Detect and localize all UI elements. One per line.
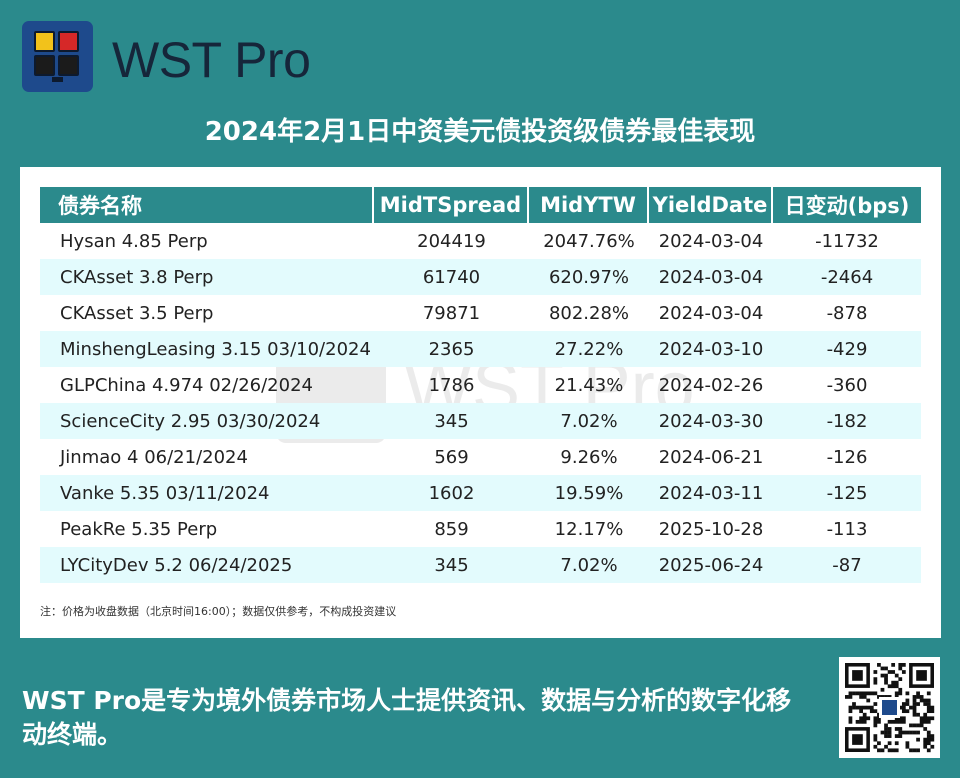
- bond-name-cell: LYCityDev 5.2 06/24/2025: [40, 547, 374, 583]
- bond-name-cell: ScienceCity 2.95 03/30/2024: [40, 403, 374, 439]
- midtspread-cell: 61740: [374, 259, 529, 295]
- table-row: MinshengLeasing 3.15 03/10/2024 2365 27.22…: [40, 331, 921, 367]
- column-header-yielddate: YieldDate: [649, 187, 773, 223]
- midytw-cell: 12.17%: [554, 518, 624, 540]
- bond-name-cell: Hysan 4.85 Perp: [60, 230, 208, 252]
- midytw-cell: 21.43%: [554, 374, 624, 396]
- column-header-daily-change: 日变动(bps): [773, 187, 921, 223]
- midtspread-cell: 79871: [422, 302, 481, 324]
- table-row: LYCityDev 5.2 06/24/2025 345 7.02% 2025-06-…: [40, 547, 921, 583]
- bond-name-cell: PeakRe 5.35 Perp: [60, 518, 218, 540]
- daily-change-cell: -182: [773, 403, 921, 439]
- bond-name-cell: GLPChina 4.974 02/26/2024: [60, 374, 313, 396]
- midtspread-cell: 1602: [374, 475, 529, 511]
- midtspread-cell: 859: [434, 518, 469, 540]
- page-title: 2024年2月1日中资美元债投资级债券最佳表现: [204, 117, 756, 147]
- midtspread-cell: 1786: [428, 374, 475, 396]
- yielddate-cell: 2024-03-04: [658, 302, 764, 324]
- yielddate-cell: 2024-03-04: [649, 259, 773, 295]
- midytw-cell: 2047.76%: [543, 230, 635, 252]
- midytw-cell: 27.22%: [529, 331, 649, 367]
- column-header-bond-name: 债券名称: [40, 187, 374, 223]
- midytw-cell: 7.02%: [529, 547, 649, 583]
- table-header-row: 债券名称 MidTSpread MidYTW YieldDate 日变动(bps…: [40, 187, 921, 223]
- yielddate-cell: 2024-03-11: [649, 475, 773, 511]
- daily-change-cell: -878: [826, 302, 868, 324]
- daily-change-cell: -429: [773, 331, 921, 367]
- qr-code: [839, 657, 940, 758]
- daily-change-cell: -125: [773, 475, 921, 511]
- column-header-midytw: MidYTW: [529, 187, 649, 223]
- bond-name-cell: CKAsset 3.8 Perp: [40, 259, 374, 295]
- bond-table: 债券名称 MidTSpread MidYTW YieldDate 日变动(bps…: [40, 187, 921, 583]
- midytw-cell: 7.02%: [529, 403, 649, 439]
- table-card: WST Pro 债券名称 MidTSpread MidYTW YieldDate…: [20, 167, 941, 638]
- wst-pro-logo-icon: [22, 21, 93, 92]
- tagline: WST Pro是专为境外债券市场人士提供资讯、数据与分析的数字化移动终端。: [22, 686, 792, 749]
- column-header-midtspread: MidTSpread: [374, 187, 529, 223]
- midtspread-cell: 569: [434, 446, 469, 468]
- midtspread-cell: 345: [374, 403, 529, 439]
- daily-change-cell: -360: [826, 374, 868, 396]
- bond-name-cell: Vanke 5.35 03/11/2024: [40, 475, 374, 511]
- yielddate-cell: 2025-10-28: [658, 518, 764, 540]
- yielddate-cell: 2024-02-26: [658, 374, 764, 396]
- daily-change-cell: -126: [826, 446, 868, 468]
- midtspread-cell: 204419: [417, 230, 486, 252]
- table-row: CKAsset 3.5 Perp 79871 802.28% 2024-03-04 -8…: [40, 295, 921, 331]
- yielddate-cell: 2024-03-10: [649, 331, 773, 367]
- table-row: ScienceCity 2.95 03/30/2024 345 7.02% 2024-…: [40, 403, 921, 439]
- table-row: PeakRe 5.35 Perp 859 12.17% 2025-10-28 -113: [40, 511, 921, 547]
- midtspread-cell: 2365: [374, 331, 529, 367]
- table-row: Vanke 5.35 03/11/2024 1602 19.59% 2024-03-1…: [40, 475, 921, 511]
- daily-change-cell: -2464: [773, 259, 921, 295]
- daily-change-cell: -113: [826, 518, 868, 540]
- daily-change-cell: -87: [773, 547, 921, 583]
- bond-name-cell: Jinmao 4 06/21/2024: [60, 446, 248, 468]
- midytw-cell: 19.59%: [529, 475, 649, 511]
- brand-name: WST Pro: [112, 32, 311, 88]
- midtspread-cell: 345: [374, 547, 529, 583]
- yielddate-cell: 2024-03-30: [649, 403, 773, 439]
- table-row: Hysan 4.85 Perp 204419 2047.76% 2024-03-04 -…: [40, 223, 921, 259]
- footnote: 注：价格为收盘数据（北京时间16:00）；数据仅供参考，不构成投资建议: [40, 605, 397, 618]
- yielddate-cell: 2025-06-24: [649, 547, 773, 583]
- bond-name-cell: MinshengLeasing 3.15 03/10/2024: [40, 331, 374, 367]
- bond-name-cell: CKAsset 3.5 Perp: [60, 302, 214, 324]
- midytw-cell: 620.97%: [529, 259, 649, 295]
- midytw-cell: 9.26%: [560, 446, 618, 468]
- yielddate-cell: 2024-03-04: [658, 230, 764, 252]
- yielddate-cell: 2024-06-21: [658, 446, 764, 468]
- table-row: CKAsset 3.8 Perp 61740 620.97% 2024-03-04 -2…: [40, 259, 921, 295]
- table-row: GLPChina 4.974 02/26/2024 1786 21.43% 2024-…: [40, 367, 921, 403]
- midytw-cell: 802.28%: [548, 302, 630, 324]
- daily-change-cell: -11732: [815, 230, 879, 252]
- table-row: Jinmao 4 06/21/2024 569 9.26% 2024-06-21 -12…: [40, 439, 921, 475]
